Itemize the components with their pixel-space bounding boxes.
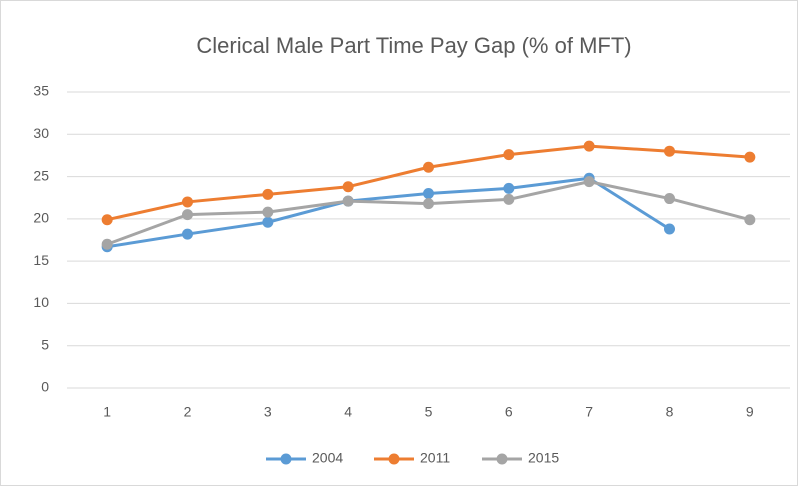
- data-point: [744, 151, 756, 163]
- data-point: [262, 206, 274, 218]
- y-tick-label: 30: [33, 125, 49, 141]
- data-point: [182, 196, 193, 208]
- legend-marker: [280, 453, 292, 465]
- data-point: [423, 198, 434, 210]
- x-tick-label: 2: [184, 404, 192, 420]
- data-point: [503, 182, 515, 194]
- data-point: [182, 209, 193, 221]
- legend-label: 2011: [420, 450, 450, 466]
- data-point: [664, 145, 675, 157]
- x-tick-label: 5: [425, 404, 433, 420]
- x-tick-label: 7: [585, 404, 593, 420]
- data-point: [583, 140, 595, 152]
- data-point: [342, 181, 354, 193]
- data-point: [583, 176, 595, 188]
- data-point: [664, 223, 675, 235]
- y-tick-label: 5: [41, 336, 49, 352]
- data-point: [744, 214, 756, 226]
- x-tick-label: 6: [505, 404, 513, 420]
- data-point: [182, 228, 193, 240]
- chart-title: Clerical Male Part Time Pay Gap (% of MF…: [196, 33, 631, 58]
- data-point: [101, 238, 113, 250]
- legend-label: 2015: [528, 450, 559, 466]
- series-line: [106, 176, 671, 249]
- data-point: [262, 216, 274, 228]
- x-tick-label: 3: [264, 404, 272, 420]
- data-point: [262, 188, 274, 200]
- data-point: [423, 187, 434, 199]
- y-tick-label: 10: [33, 294, 49, 310]
- y-tick-label: 0: [41, 379, 49, 395]
- data-point: [664, 193, 675, 205]
- data-point: [423, 161, 434, 173]
- legend-marker: [388, 453, 400, 465]
- y-tick-label: 35: [33, 83, 49, 99]
- x-tick-label: 4: [344, 404, 352, 420]
- legend-label: 2004: [312, 450, 343, 466]
- data-point: [503, 193, 515, 205]
- legend-marker: [496, 453, 508, 465]
- y-tick-label: 15: [33, 252, 49, 268]
- x-tick-label: 1: [103, 404, 111, 420]
- y-tick-label: 25: [33, 167, 49, 183]
- x-tick-label: 8: [666, 404, 674, 420]
- y-tick-label: 20: [33, 210, 49, 226]
- x-tick-label: 9: [746, 404, 754, 420]
- data-point: [342, 195, 354, 207]
- data-point: [101, 214, 113, 226]
- data-point: [503, 149, 515, 161]
